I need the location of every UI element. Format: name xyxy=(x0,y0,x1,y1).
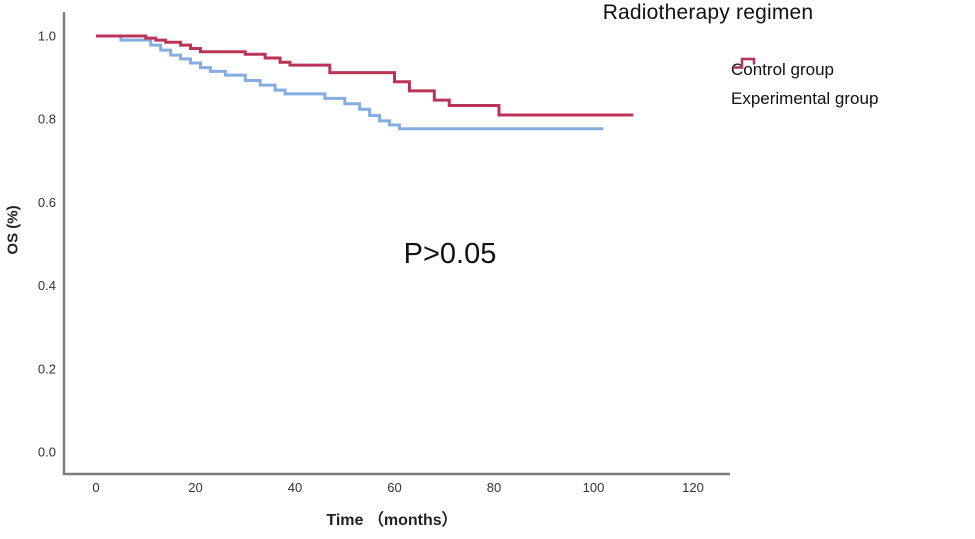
y-tick-label: 1.0 xyxy=(38,29,56,44)
experimental-curve xyxy=(96,34,634,117)
x-tick-label: 120 xyxy=(682,480,704,495)
y-tick-label: 0.8 xyxy=(38,112,56,127)
legend-label-experimental: Experimental group xyxy=(731,88,879,108)
x-tick-label: 80 xyxy=(487,480,501,495)
legend-item-experimental: Experimental group xyxy=(731,57,879,113)
legend-label-control: Control group xyxy=(731,59,835,79)
x-tick-label: 20 xyxy=(188,480,202,495)
survival-curves xyxy=(96,34,634,131)
x-tick-labels: 0 20 40 60 80 100 120 xyxy=(92,480,703,495)
x-axis-title: Time （months） xyxy=(326,512,458,529)
experimental-step-line-icon xyxy=(733,57,756,69)
y-tick-label: 0.6 xyxy=(38,195,56,210)
legend: Control group Experimental group xyxy=(731,55,878,113)
y-axis-title: OS (%) xyxy=(4,205,22,255)
x-tick-label: 100 xyxy=(583,480,605,495)
y-tick-label: 0.2 xyxy=(38,361,56,376)
p-value-annotation: P>0.05 xyxy=(403,238,497,270)
x-tick-label: 60 xyxy=(387,480,401,495)
y-tick-label: 0.0 xyxy=(38,445,56,460)
x-tick-label: 40 xyxy=(288,480,302,495)
control-curve xyxy=(96,34,604,131)
x-tick-label: 0 xyxy=(92,480,99,495)
legend-title: Radiotherapy regimen xyxy=(602,1,814,24)
y-tick-label: 0.4 xyxy=(38,278,56,293)
y-tick-labels: 0.0 0.2 0.4 0.6 0.8 1.0 xyxy=(38,29,56,460)
